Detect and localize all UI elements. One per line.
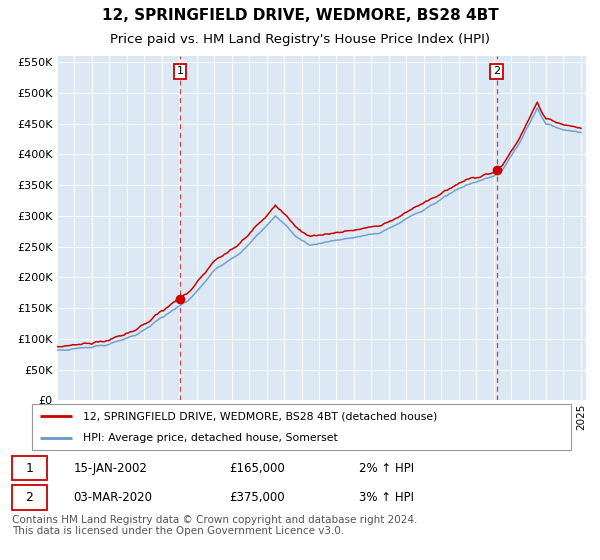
FancyBboxPatch shape <box>32 404 571 450</box>
Text: £165,000: £165,000 <box>229 461 285 475</box>
Text: 2% ↑ HPI: 2% ↑ HPI <box>359 461 414 475</box>
Text: Price paid vs. HM Land Registry's House Price Index (HPI): Price paid vs. HM Land Registry's House … <box>110 33 490 46</box>
Text: Contains HM Land Registry data © Crown copyright and database right 2024.
This d: Contains HM Land Registry data © Crown c… <box>12 515 417 536</box>
Text: 15-JAN-2002: 15-JAN-2002 <box>74 461 148 475</box>
FancyBboxPatch shape <box>12 456 47 480</box>
Text: 3% ↑ HPI: 3% ↑ HPI <box>359 491 414 504</box>
Text: 2: 2 <box>26 491 34 504</box>
Text: HPI: Average price, detached house, Somerset: HPI: Average price, detached house, Some… <box>83 433 338 443</box>
Text: 12, SPRINGFIELD DRIVE, WEDMORE, BS28 4BT: 12, SPRINGFIELD DRIVE, WEDMORE, BS28 4BT <box>101 8 499 23</box>
FancyBboxPatch shape <box>12 485 47 510</box>
Text: 2: 2 <box>493 67 500 77</box>
Text: 12, SPRINGFIELD DRIVE, WEDMORE, BS28 4BT (detached house): 12, SPRINGFIELD DRIVE, WEDMORE, BS28 4BT… <box>83 411 438 421</box>
Text: 03-MAR-2020: 03-MAR-2020 <box>74 491 152 504</box>
Text: 1: 1 <box>26 461 34 475</box>
Text: 1: 1 <box>176 67 184 77</box>
Text: £375,000: £375,000 <box>229 491 285 504</box>
